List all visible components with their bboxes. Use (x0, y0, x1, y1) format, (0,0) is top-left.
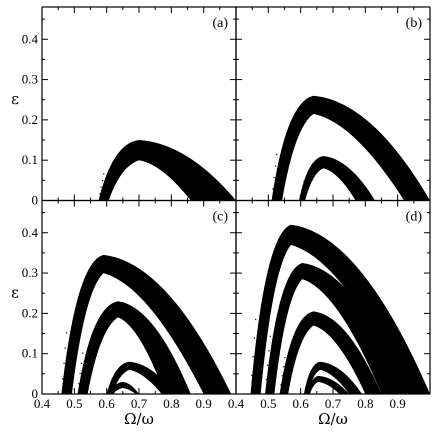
edge-point (82, 352, 84, 354)
tongue-region-b-2 (299, 156, 376, 201)
x-tick-label: 0.5 (66, 396, 82, 411)
edge-point (109, 382, 112, 384)
edge-point (307, 382, 309, 384)
y-tick-label: 0 (32, 386, 39, 401)
tongue-region-d-3 (279, 311, 382, 394)
tongue-region-a-1 (98, 140, 236, 201)
x-tick-label: 0.8 (357, 396, 373, 411)
tongue-region-c-1 (61, 254, 232, 394)
edge-point (103, 173, 105, 175)
tongue-region-b-1 (271, 95, 430, 201)
y-axis-label: ε (11, 90, 19, 108)
edge-point (111, 390, 114, 392)
tongue-region-c-2 (77, 301, 191, 394)
edge-point (252, 356, 254, 358)
x-axis-label: Ω/ω (124, 410, 154, 428)
panel-d: 0.4 0.5 0.6 0.7 0.8 0.9 Ω/ω (d) (228, 199, 431, 428)
x-tick-label: 0.9 (196, 396, 212, 411)
edge-point (108, 386, 110, 388)
edge-point (111, 379, 113, 381)
y-tick-label: 0.1 (22, 152, 38, 167)
edge-point (265, 378, 267, 381)
edge-point (78, 383, 80, 385)
edge-point (311, 385, 313, 387)
panel-b: (b) (235, 6, 431, 202)
x-tick-label: 0.4 (228, 396, 245, 411)
edge-point (302, 185, 304, 187)
tongue-region-d-2 (265, 262, 408, 394)
y-axis-label: ε (11, 283, 19, 301)
y-tick-label: 0.2 (22, 112, 38, 127)
edge-point (303, 180, 305, 182)
edge-point (253, 337, 256, 339)
edge-point (308, 379, 310, 381)
panel-a: 0 0.1 0.2 0.3 0.4 ε (a) (11, 6, 237, 208)
x-tick-label: 0.9 (390, 396, 406, 411)
y-tick-label: 0.4 (22, 31, 39, 46)
x-tick-label: 0.6 (99, 396, 116, 411)
x-tick-label: 0.5 (260, 396, 276, 411)
edge-point (268, 350, 270, 352)
edge-point (79, 373, 81, 375)
x-axis-label: Ω/ω (318, 410, 348, 428)
edge-point (99, 193, 101, 195)
y-tick-label: 0.3 (22, 265, 38, 280)
edge-point (310, 387, 312, 389)
edge-point (65, 332, 68, 334)
edge-point (301, 190, 303, 192)
tongue-region-d-5 (307, 375, 350, 394)
y-tick-label: 0.4 (22, 225, 39, 240)
y-tick-label: 0.1 (22, 346, 38, 361)
edge-point (273, 176, 275, 179)
edge-point (272, 188, 274, 190)
tongue-regions-d (249, 224, 430, 394)
edge-point (80, 362, 83, 365)
panel-label-b: (b) (406, 16, 423, 31)
tongue-regions-a (97, 140, 236, 201)
edge-point (309, 389, 311, 391)
y-tick-label: 0 (32, 193, 39, 208)
edge-point (101, 179, 104, 182)
y-tick-label: 0.2 (22, 305, 38, 320)
x-tick-label: 0.4 (34, 396, 51, 411)
edge-point (63, 362, 65, 365)
panel-label-a: (a) (212, 16, 228, 31)
edge-point (267, 364, 269, 366)
tongue-regions-b (270, 95, 430, 201)
tongue-region-c-3 (106, 361, 175, 394)
panel-label-d: (d) (406, 210, 423, 225)
panel-c: 0 0.1 0.2 0.3 0.4 0.4 0.5 0.6 0.7 0.8 0.9 ε Ω/ω (c) (11, 199, 237, 428)
edge-point (269, 335, 271, 337)
tongue-region-d-1 (250, 224, 430, 394)
panel-label-c: (c) (212, 210, 228, 225)
edge-point (251, 374, 253, 376)
edge-point (64, 347, 66, 349)
x-tick-label: 0.8 (163, 396, 179, 411)
x-tick-label: 0.7 (325, 396, 342, 411)
edge-point (107, 389, 109, 392)
edge-point (284, 357, 286, 359)
edge-point (282, 366, 285, 368)
edge-point (305, 386, 308, 388)
edge-point (304, 389, 306, 392)
edge-point (281, 375, 283, 377)
edge-point (274, 165, 277, 167)
edge-point (280, 384, 282, 386)
tongue-regions-c (60, 254, 232, 394)
x-tick-label: 0.6 (293, 396, 310, 411)
edge-point (255, 318, 257, 321)
tongue-region-d-4 (303, 361, 363, 394)
edge-point (307, 391, 310, 393)
edge-point (276, 153, 278, 155)
edge-point (62, 378, 64, 380)
y-tick-label: 0.3 (22, 72, 38, 87)
edge-point (113, 389, 115, 391)
edge-point (100, 186, 102, 188)
edge-point (110, 392, 112, 394)
edge-point (114, 388, 116, 390)
tongue-region-c-4 (109, 381, 139, 394)
x-tick-label: 0.7 (131, 396, 148, 411)
